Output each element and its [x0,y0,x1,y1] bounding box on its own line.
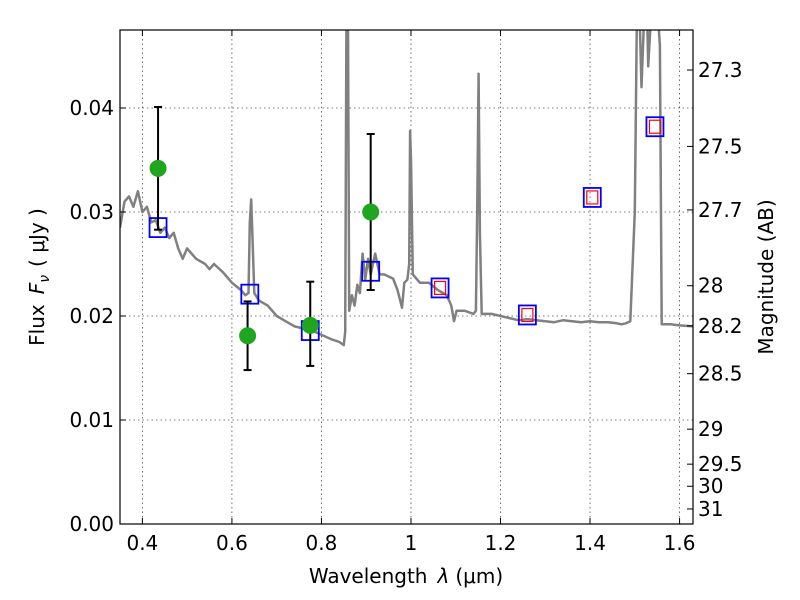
predicted-inner-marker [648,119,662,134]
predicted-box-marker [517,304,537,326]
observed-point [301,316,319,334]
sed-curve [120,30,693,347]
predicted-box-marker [430,277,450,299]
predicted-inner-marker [586,190,599,205]
y-tick-label: 0.03 [69,200,114,224]
x-axis-title: Wavelength λ (μm) [309,564,503,588]
y-tick-label: 0.04 [69,96,114,120]
mag-tick-label: 30 [698,474,723,498]
plot-area [120,30,693,372]
mag-tick-label: 28.5 [698,362,743,386]
mag-tick-label: 27.7 [698,198,743,222]
plot-frame [119,29,694,525]
mag-tick-label: 28.2 [698,314,743,338]
y-tick-label: 0.00 [69,512,114,536]
predicted-box-marker [645,116,665,138]
mag-tick-label: 27.5 [698,134,743,158]
mag-tick-label: 27.3 [698,58,743,82]
predicted-inner-marker [433,280,447,296]
x-tick-label: 0.6 [216,531,248,555]
y-axis-title: FluxFν( μJy ) [25,208,53,346]
x-tick-label: 1.6 [664,531,696,555]
observed-point [149,159,167,177]
predicted-inner-marker [521,307,534,323]
mag-tick-label: 29 [698,417,723,441]
observed-point [239,327,257,345]
predicted-box-marker [582,187,602,208]
observed-point [362,203,380,221]
right-axis-title: Magnitude (AB) [754,199,778,354]
x-tick-label: 0.8 [306,531,338,555]
mag-tick-label: 31 [698,497,723,521]
model-box-marker [240,283,260,305]
y-tick-label: 0.01 [69,408,114,432]
x-tick-label: 1 [405,531,418,555]
x-tick-label: 1.2 [485,531,517,555]
mag-tick-label: 29.5 [698,452,743,476]
mag-tick-label: 28 [698,274,723,298]
x-tick-label: 0.4 [126,531,158,555]
axes: 0.4 0.6 0.8 1 1.2 1.4 1.6 0.00 0.01 0.02 0.03 0.04 2… [69,30,743,555]
x-tick-label: 1.4 [574,531,606,555]
y-tick-label: 0.02 [69,304,114,328]
